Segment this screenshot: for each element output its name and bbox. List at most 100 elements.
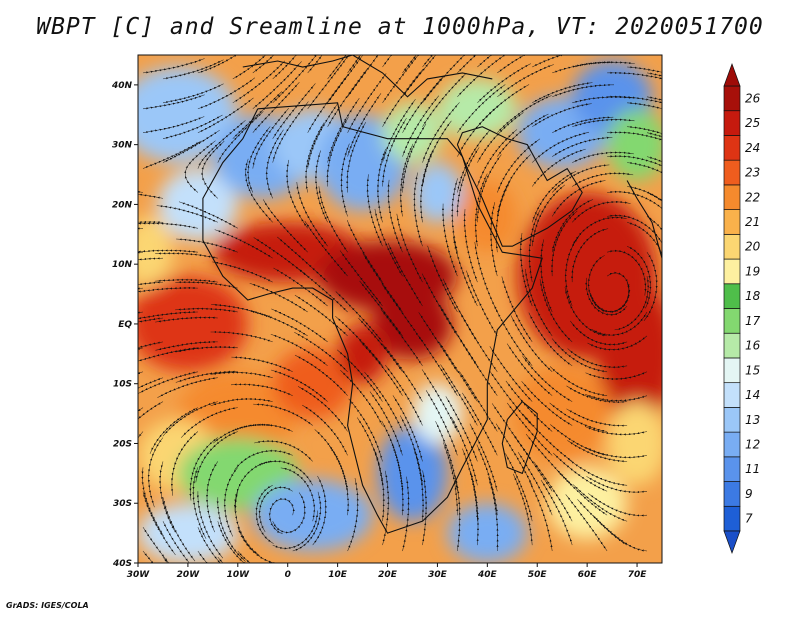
colorbar-label: 20 — [745, 240, 761, 254]
map-area — [137, 54, 663, 564]
streamline — [138, 257, 164, 264]
streamline — [155, 278, 218, 283]
lon-tick-label: 40E — [477, 570, 498, 580]
streamline — [138, 311, 144, 323]
colorbar-swatch — [723, 308, 741, 334]
streamline — [457, 55, 506, 74]
streamline — [210, 371, 273, 378]
streamline — [294, 332, 348, 372]
streamline — [138, 287, 144, 296]
streamline — [347, 477, 359, 552]
lat-tick-label: 30N — [112, 141, 133, 151]
colorbar-swatch — [723, 258, 741, 285]
lat-tick-label: 10S — [113, 380, 132, 390]
streamline — [646, 96, 662, 115]
streamline — [258, 486, 293, 533]
streamline — [441, 203, 458, 277]
streamline — [155, 252, 218, 259]
streamline — [138, 227, 144, 232]
grads-credit: GrADS: IGES/COLA — [6, 601, 89, 610]
lon-tick-label: 20E — [378, 570, 398, 580]
temperature-field — [138, 60, 662, 563]
lon-tick-label: 20W — [177, 570, 201, 580]
colorbar-swatch — [723, 481, 741, 507]
streamline — [422, 55, 465, 68]
streamline — [489, 202, 498, 277]
streamline — [572, 61, 635, 68]
streamline — [585, 394, 648, 402]
lon-tick-label: 30E — [428, 570, 448, 580]
streamline — [646, 132, 662, 156]
lat-tick-label: 40N — [111, 81, 133, 91]
streamline — [138, 341, 164, 357]
streamline — [138, 281, 164, 290]
colorbar-label: 23 — [745, 166, 760, 180]
streamline — [532, 103, 592, 127]
streamline — [272, 55, 316, 80]
streamline — [201, 140, 225, 199]
streamline — [627, 66, 662, 79]
streamline — [585, 447, 648, 459]
colorbar-swatch — [723, 85, 741, 112]
streamline — [381, 284, 423, 343]
colorbar-label: 9 — [745, 487, 753, 501]
streamline — [451, 178, 458, 253]
colorbar-label: 16 — [745, 339, 761, 353]
streamline — [231, 423, 293, 432]
colorbar-swatch — [723, 332, 741, 359]
streamline — [586, 476, 648, 494]
streamline — [210, 397, 273, 407]
streamline — [497, 55, 551, 74]
colorbar-label: 7 — [745, 512, 753, 526]
lon-tick-label: 10E — [328, 570, 348, 580]
colorbar-label: 19 — [745, 264, 760, 278]
colorbar-label: 14 — [745, 388, 760, 402]
wbpt-patch — [412, 383, 463, 444]
colorbar-swatch — [723, 382, 741, 408]
colorbar-swatch — [723, 233, 741, 260]
colorbar-swatch — [723, 209, 741, 235]
streamline — [155, 340, 218, 351]
colorbar-swatch — [723, 110, 741, 136]
streamline — [347, 55, 385, 74]
streamline — [382, 55, 420, 68]
streamline — [567, 348, 628, 369]
streamline — [175, 281, 238, 289]
colorbar-label: 15 — [745, 363, 760, 377]
lat-tick-label: 20S — [113, 439, 132, 449]
lon-tick-label: 0 — [285, 570, 291, 580]
streamline — [587, 335, 648, 351]
streamline — [138, 401, 164, 445]
streamline — [396, 213, 423, 283]
colorbar-swatch — [723, 184, 741, 210]
lat-tick-label: 10N — [112, 260, 133, 270]
colorbar-swatch — [723, 357, 741, 384]
streamline — [552, 83, 615, 98]
streamline — [552, 136, 613, 157]
colorbar-swatch — [723, 283, 741, 309]
colorbar-label: 24 — [745, 141, 760, 155]
streamlines — [138, 55, 662, 563]
streamline — [402, 55, 443, 74]
colorbar-label: 26 — [745, 91, 761, 105]
streamline — [197, 55, 252, 74]
streamline — [572, 118, 635, 127]
wbpt-patch — [138, 276, 248, 372]
streamline — [175, 345, 238, 353]
map-frame — [137, 54, 663, 564]
streamline — [646, 192, 662, 239]
colorbar-swatch — [723, 456, 741, 482]
streamline — [178, 201, 238, 229]
lon-tick-label: 50E — [528, 570, 548, 580]
wbpt-patch — [447, 503, 528, 563]
colorbar-swatch — [723, 407, 741, 433]
colorbar-label: 11 — [745, 462, 760, 476]
streamline — [138, 187, 164, 199]
streamline — [307, 55, 346, 74]
streamline — [413, 172, 423, 247]
colorbar-label: 17 — [745, 314, 761, 328]
streamline — [477, 55, 528, 68]
colorbar-label: 13 — [745, 413, 760, 427]
streamline — [463, 209, 478, 283]
colorbar-high-arrow — [723, 62, 741, 87]
